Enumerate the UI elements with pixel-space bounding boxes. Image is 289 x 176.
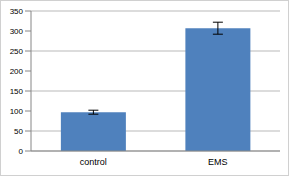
svg-text:100: 100 <box>10 107 24 116</box>
svg-text:350: 350 <box>10 7 24 16</box>
svg-text:300: 300 <box>10 27 24 36</box>
svg-text:control: control <box>80 157 107 167</box>
svg-text:50: 50 <box>14 127 23 136</box>
svg-text:150: 150 <box>10 87 24 96</box>
svg-text:0: 0 <box>19 147 24 156</box>
svg-text:250: 250 <box>10 47 24 56</box>
svg-text:200: 200 <box>10 67 24 76</box>
svg-text:EMS: EMS <box>208 157 228 167</box>
